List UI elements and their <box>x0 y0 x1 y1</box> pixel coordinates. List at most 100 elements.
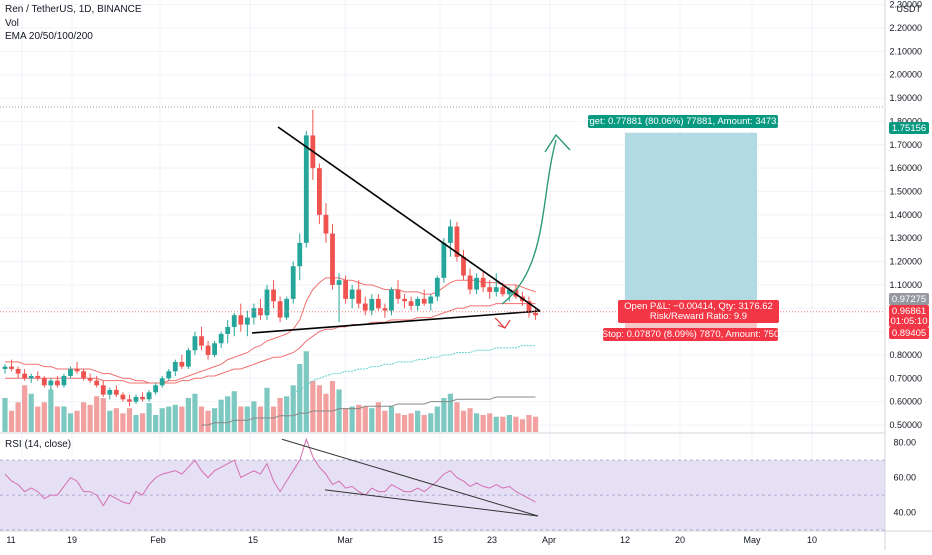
candle-body[interactable] <box>500 287 506 295</box>
candle-body[interactable] <box>35 375 41 379</box>
candle-body[interactable] <box>323 214 329 234</box>
target-zone[interactable] <box>625 132 757 315</box>
candle-body[interactable] <box>474 277 479 290</box>
volume-bar <box>421 415 427 432</box>
candle-body[interactable] <box>356 289 362 304</box>
candle-body[interactable] <box>297 242 303 267</box>
candle-body[interactable] <box>74 368 80 372</box>
candle-body[interactable] <box>461 256 466 276</box>
time-tick-label: 15 <box>248 535 258 545</box>
candle-body[interactable] <box>303 135 309 243</box>
breakout-arrow[interactable] <box>501 139 557 305</box>
candle-body[interactable] <box>140 396 145 400</box>
rsi-trend-upper <box>281 438 539 517</box>
candle-body[interactable] <box>113 389 119 395</box>
candle-body[interactable] <box>415 298 421 306</box>
breakout-arrow-head[interactable] <box>544 133 571 153</box>
candle-body[interactable] <box>231 315 237 327</box>
candle-body[interactable] <box>454 226 460 257</box>
candle-body[interactable] <box>349 289 355 299</box>
candle-body[interactable] <box>48 380 54 386</box>
candle-body[interactable] <box>513 289 519 297</box>
candle-body[interactable] <box>369 298 375 311</box>
candle-body[interactable] <box>153 385 159 393</box>
candle-body[interactable] <box>238 315 244 325</box>
candle-body[interactable] <box>290 266 296 299</box>
candle-body[interactable] <box>428 296 434 304</box>
candle-body[interactable] <box>41 378 47 386</box>
candle-body[interactable] <box>192 336 198 351</box>
candle-body[interactable] <box>434 277 440 297</box>
breakdown-arrow[interactable] <box>494 317 511 329</box>
price-tick-label: 2.20000 <box>889 23 922 33</box>
candle-body[interactable] <box>159 378 165 386</box>
candle-body[interactable] <box>28 375 34 379</box>
axis-stop-tag-text: 0.89405 <box>892 328 926 339</box>
candle-body[interactable] <box>506 289 512 295</box>
candle-body[interactable] <box>467 275 473 290</box>
candle-body[interactable] <box>179 361 185 367</box>
candles[interactable] <box>2 109 538 407</box>
candle-body[interactable] <box>55 380 60 386</box>
candle-body[interactable] <box>389 289 394 311</box>
volume-bar <box>467 408 473 432</box>
candle-body[interactable] <box>330 233 335 285</box>
price-tick-label: 1.80000 <box>889 116 922 126</box>
volume-bar <box>87 404 93 432</box>
candle-body[interactable] <box>146 392 152 400</box>
candle-body[interactable] <box>218 333 224 344</box>
candle-body[interactable] <box>133 396 139 402</box>
candle-body[interactable] <box>81 371 86 379</box>
candle-body[interactable] <box>382 308 388 311</box>
candle-body[interactable] <box>493 287 499 292</box>
candle-body[interactable] <box>336 280 342 285</box>
candle-body[interactable] <box>408 301 414 306</box>
candle-body[interactable] <box>100 385 106 395</box>
candle-body[interactable] <box>199 336 204 346</box>
candle-body[interactable] <box>120 394 126 400</box>
candle-body[interactable] <box>172 361 178 372</box>
candle-body[interactable] <box>225 326 231 334</box>
candle-body[interactable] <box>15 368 21 374</box>
candle-body[interactable] <box>480 277 486 288</box>
candle-body[interactable] <box>421 298 427 304</box>
candle-body[interactable] <box>526 301 532 313</box>
candle-body[interactable] <box>271 289 276 302</box>
candle-body[interactable] <box>166 371 172 379</box>
candle-body[interactable] <box>2 366 8 369</box>
candle-body[interactable] <box>317 168 322 215</box>
candle-body[interactable] <box>362 303 368 311</box>
candle-body[interactable] <box>533 312 538 316</box>
candle-body[interactable] <box>258 308 263 316</box>
candle-body[interactable] <box>343 280 348 299</box>
candle-body[interactable] <box>251 308 257 318</box>
candle-body[interactable] <box>107 389 113 395</box>
trendline-lower[interactable] <box>251 310 541 334</box>
candle-body[interactable] <box>402 298 407 302</box>
candle-body[interactable] <box>277 301 283 318</box>
candle-body[interactable] <box>186 350 191 367</box>
candle-body[interactable] <box>264 289 270 316</box>
candle-body[interactable] <box>487 287 493 292</box>
candle-body[interactable] <box>61 375 67 386</box>
candle-body[interactable] <box>22 373 28 379</box>
price-tick-label: 1.70000 <box>889 140 922 150</box>
candle-body[interactable] <box>9 366 14 369</box>
candle-body[interactable] <box>244 317 250 325</box>
volume-bar <box>474 413 480 432</box>
candle-body[interactable] <box>448 226 453 243</box>
candle-body[interactable] <box>205 345 211 355</box>
candle-body[interactable] <box>68 368 73 376</box>
candle-body[interactable] <box>395 289 401 299</box>
trendline-upper[interactable] <box>277 126 541 312</box>
candle-body[interactable] <box>94 380 100 386</box>
candle-body[interactable] <box>375 298 381 309</box>
candle-body[interactable] <box>441 242 447 278</box>
rsi-legend: RSI (14, close) <box>5 439 72 450</box>
candle-body[interactable] <box>212 343 217 355</box>
candle-body[interactable] <box>87 378 93 381</box>
candle-body[interactable] <box>284 298 290 318</box>
candle-body[interactable] <box>127 399 132 402</box>
